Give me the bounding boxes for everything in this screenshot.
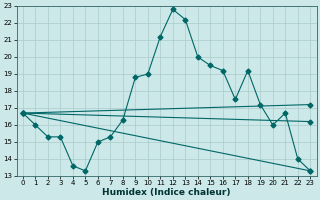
- X-axis label: Humidex (Indice chaleur): Humidex (Indice chaleur): [102, 188, 231, 197]
